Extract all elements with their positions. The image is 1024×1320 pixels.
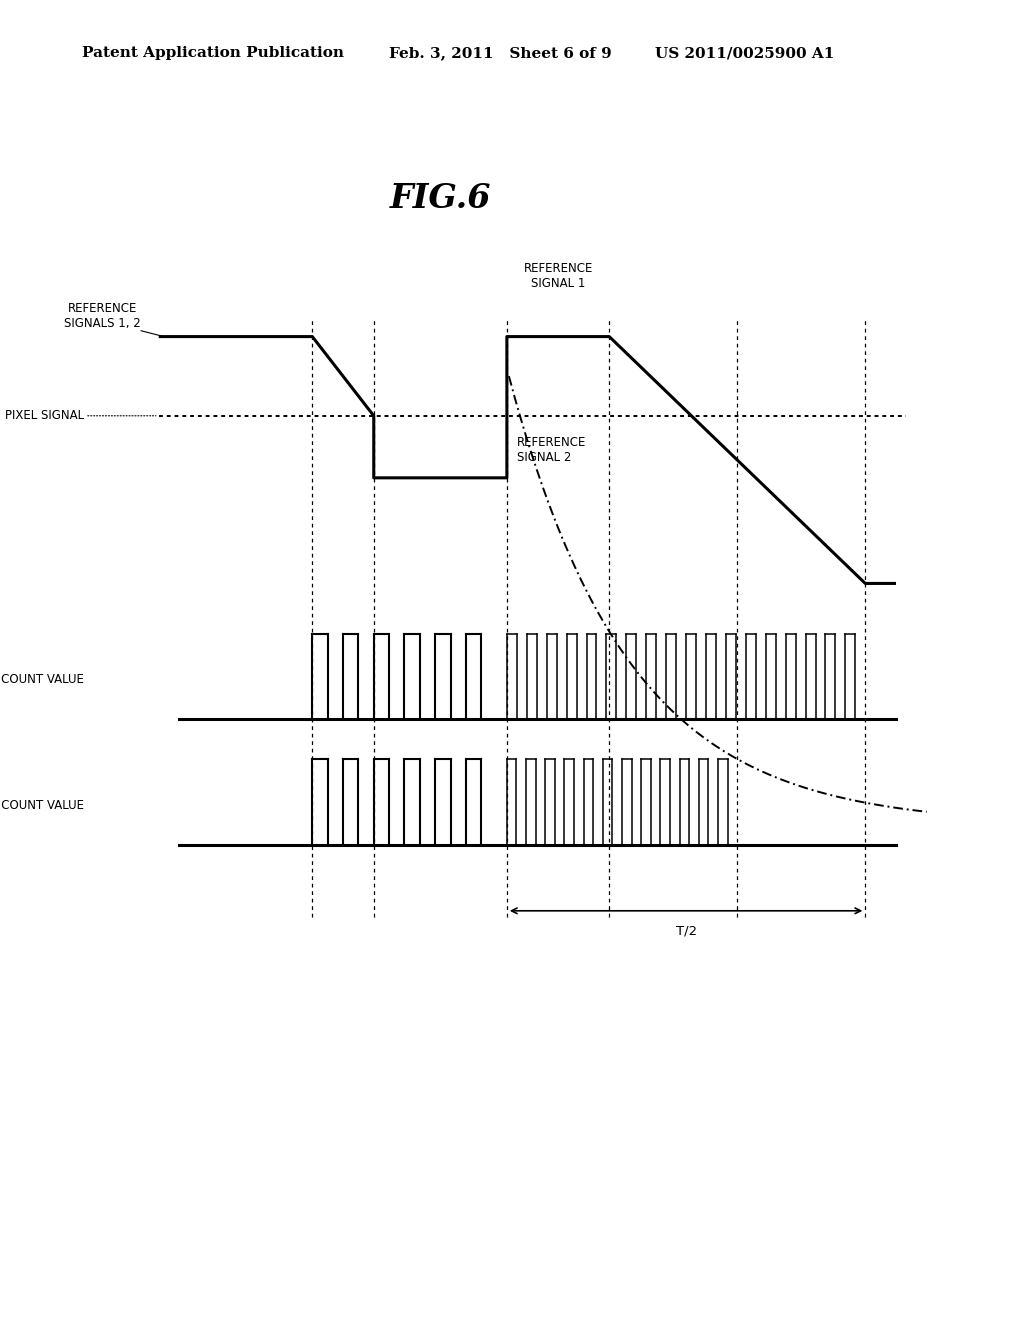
Text: FIG.6: FIG.6 xyxy=(389,182,492,215)
Text: Feb. 3, 2011   Sheet 6 of 9: Feb. 3, 2011 Sheet 6 of 9 xyxy=(389,46,612,61)
Text: Patent Application Publication: Patent Application Publication xyxy=(82,46,344,61)
Text: PIXEL SIGNAL: PIXEL SIGNAL xyxy=(5,409,84,422)
Text: US 2011/0025900 A1: US 2011/0025900 A1 xyxy=(655,46,835,61)
Text: REFERENCE
SIGNAL 1: REFERENCE SIGNAL 1 xyxy=(523,263,593,290)
Text: REFERENCE
SIGNALS 1, 2: REFERENCE SIGNALS 1, 2 xyxy=(65,302,140,330)
Text: V2 SIDE COUNT VALUE: V2 SIDE COUNT VALUE xyxy=(0,799,84,812)
Text: V0 SIDE COUNT VALUE: V0 SIDE COUNT VALUE xyxy=(0,673,84,686)
Text: REFERENCE
SIGNAL 2: REFERENCE SIGNAL 2 xyxy=(517,436,587,463)
Text: T/2: T/2 xyxy=(676,924,696,937)
